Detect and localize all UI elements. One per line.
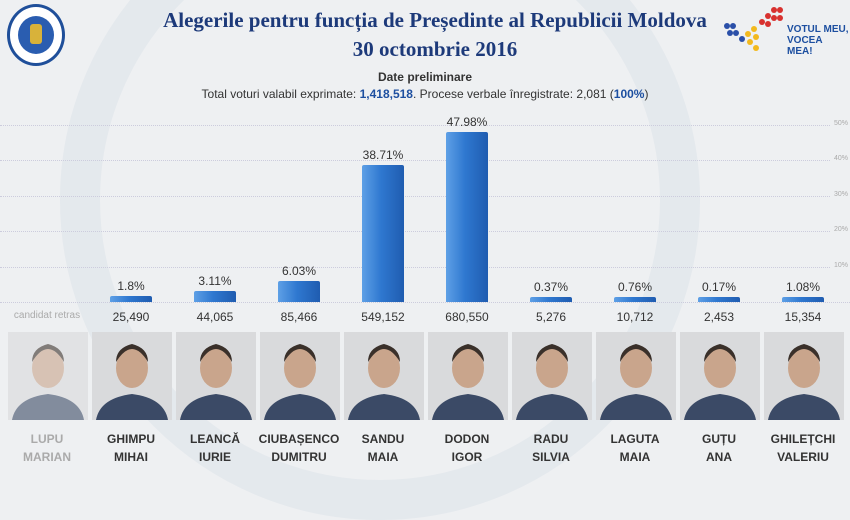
candidate-photo — [344, 332, 424, 420]
vote-count: 25,490 — [112, 310, 150, 324]
candidate-photo — [92, 332, 172, 420]
bar — [194, 290, 236, 302]
candidate-surname: LUPU — [30, 432, 64, 446]
bar-value-label: 0.76% — [617, 280, 653, 294]
candidate-name: DODON IGOR — [425, 430, 509, 466]
candidate-first-name: IURIE — [198, 450, 231, 464]
candidate-first-name: ANA — [706, 450, 732, 464]
bar — [110, 295, 152, 302]
summary-text: . Procese verbale înregistrate: 2,081 ( — [412, 87, 614, 101]
candidate-photo — [8, 332, 88, 420]
brand-line: VOTUL MEU, — [787, 24, 849, 35]
title-line: Alegerile pentru funcția de Președinte a… — [163, 8, 707, 32]
candidate-name: LUPU MARIAN — [5, 430, 89, 466]
y-tick-label: 10% — [834, 261, 849, 269]
brand-line: VOCEA MEA! — [787, 35, 823, 57]
vote-count: 44,065 — [196, 310, 234, 324]
candidate-first-name: MARIAN — [23, 450, 71, 464]
candidate-surname: SANDU — [361, 432, 405, 446]
vote-count: 680,550 — [445, 310, 489, 324]
y-tick-label: 40% — [834, 155, 849, 163]
bar — [362, 164, 404, 302]
candidate-first-name: IGOR — [451, 450, 483, 464]
summary: Total voturi valabil exprimate: 1,418,51… — [0, 87, 850, 101]
bar-value-label: 47.98% — [446, 115, 488, 130]
cec-logo — [7, 4, 65, 66]
candidate-name: GHILEȚCHI VALERIU — [761, 430, 845, 466]
bar-value-label: 3.11% — [198, 273, 232, 288]
bar — [614, 297, 656, 302]
gridline — [0, 231, 830, 233]
candidate-first-name: MAIA — [619, 450, 651, 464]
bar — [698, 297, 740, 302]
candidate-name: RADU SILVIA — [509, 430, 593, 466]
y-tick-label: 30% — [834, 190, 849, 198]
percent-processed: 100% — [613, 87, 645, 101]
bar-value-label: 1.8% — [117, 278, 145, 293]
gridline — [0, 266, 830, 268]
vote-count: 15,354 — [784, 310, 822, 324]
candidate-first-name: MAIA — [367, 450, 399, 464]
candidate-surname: LEANCĂ — [190, 432, 240, 446]
candidate-photo — [512, 332, 592, 420]
vote-count: 85,466 — [280, 310, 318, 324]
candidate-name: LAGUTA MAIA — [593, 430, 677, 466]
candidate-photo — [680, 332, 760, 420]
candidate-first-name: VALERIU — [777, 450, 829, 464]
candidate-surname: GHIMPU — [107, 432, 155, 446]
candidate-name: LEANCĂ IURIE — [173, 430, 257, 466]
gridline — [0, 195, 830, 197]
election-date: 30 octombrie 2016 — [352, 37, 518, 61]
candidate-surname: GUȚU — [702, 432, 736, 446]
page-title: Alegerile pentru funcția de Președinte a… — [0, 6, 850, 64]
y-tick-label: 20% — [834, 226, 849, 234]
vote-count: 5,276 — [535, 310, 567, 324]
gridline — [0, 125, 830, 126]
candidate-name: GHIMPU MIHAI — [89, 430, 173, 466]
candidate-photo — [764, 332, 844, 420]
candidate-surname: LAGUTA — [610, 432, 660, 446]
candidate-photo — [260, 332, 340, 420]
vote-count: 549,152 — [361, 310, 405, 324]
candidate-first-name: MIHAI — [114, 450, 148, 464]
summary-text: Total voturi valabil exprimate: — [201, 87, 360, 101]
candidate-name: CIUBAȘENCO DUMITRU — [257, 430, 341, 466]
votul-meu-logo — [724, 7, 783, 51]
total-votes: 1,418,518 — [359, 87, 413, 101]
summary-text: ) — [644, 87, 649, 101]
candidate-photo — [596, 332, 676, 420]
candidate-first-name: SILVIA — [532, 450, 570, 464]
vote-count: candidat retras — [13, 310, 81, 321]
bar-value-label: 0.37% — [533, 280, 569, 294]
vote-count: 10,712 — [616, 310, 654, 324]
bar-value-label: 38.71% — [362, 147, 404, 162]
brand-slogan: VOTUL MEU, VOCEA MEA! — [787, 24, 850, 57]
candidate-surname: RADU — [533, 432, 569, 446]
bar-value-label: 6.03% — [281, 263, 317, 278]
candidate-name: SANDU MAIA — [341, 430, 425, 466]
y-tick-label: 50% — [834, 120, 849, 127]
subtitle: Date preliminare — [377, 70, 473, 84]
gridline — [0, 160, 830, 162]
candidate-surname: GHILEȚCHI — [770, 432, 836, 446]
candidate-surname: DODON — [444, 432, 490, 446]
candidate-name: GUȚU ANA — [677, 430, 761, 466]
bar — [782, 297, 824, 302]
bar-value-label: 0.17% — [701, 280, 737, 294]
vote-count: 2,453 — [703, 310, 735, 324]
candidate-first-name: DUMITRU — [271, 450, 327, 464]
bar-value-label: 1.08% — [785, 280, 821, 294]
bar — [446, 132, 488, 302]
candidate-photo — [176, 332, 256, 420]
candidate-photo — [428, 332, 508, 420]
baseline — [0, 302, 850, 303]
bar — [278, 280, 320, 302]
candidate-surname: CIUBAȘENCO — [258, 432, 340, 446]
bar — [530, 297, 572, 302]
